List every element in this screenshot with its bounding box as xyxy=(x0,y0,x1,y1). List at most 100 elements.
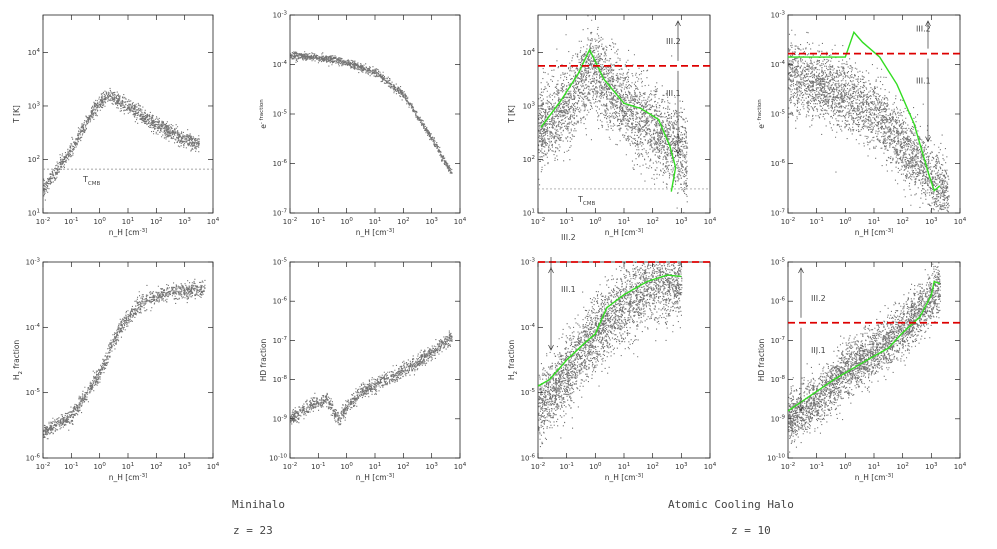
y-tick-label: 10-5 xyxy=(771,258,786,267)
x-tick-label: 101 xyxy=(618,462,630,471)
y-tick-label: 10-10 xyxy=(269,454,287,463)
scatter-points xyxy=(290,51,453,174)
region-label-upper: III.2 xyxy=(666,37,681,46)
scatter-points xyxy=(538,15,689,213)
x-tick-label: 10-1 xyxy=(311,462,325,471)
x-tick-label: 102 xyxy=(397,462,409,471)
x-tick-label: 103 xyxy=(675,462,688,471)
region-label-lower: III.1 xyxy=(561,285,576,294)
x-tick-label: 100 xyxy=(589,462,602,471)
x-axis-label: n_H [cm-3] xyxy=(109,228,148,237)
x-tick-label: 10-1 xyxy=(559,217,573,226)
y-tick-label: 10-10 xyxy=(767,454,785,463)
axes-frame xyxy=(42,261,214,459)
y-tick-label: 10-3 xyxy=(273,11,288,20)
mean-profile-line xyxy=(540,48,677,192)
x-axis-label: n_H [cm-3] xyxy=(109,473,148,482)
panel-ach-temp: 10-2 10-1 100 101 102 103 104 101 102 103 104 n_H [… xyxy=(507,14,717,237)
y-tick-label: 10-5 xyxy=(771,110,786,119)
x-tick-label: 104 xyxy=(704,462,717,471)
x-tick-label: 101 xyxy=(868,217,880,226)
panel-mh-temp: 10-2 10-1 100 101 102 103 104 101 102 103 104 n_H [… xyxy=(12,14,220,237)
x-tick-label: 100 xyxy=(839,217,852,226)
x-tick-label: 10-2 xyxy=(531,217,545,226)
region-label-lower: III.1 xyxy=(811,346,826,355)
y-tick-label: 101 xyxy=(28,209,40,218)
y-axis-label: HD fraction xyxy=(757,338,766,381)
cmb-label: TCMB xyxy=(82,175,100,187)
y-tick-label: 10-6 xyxy=(771,297,786,306)
x-tick-label: 10-2 xyxy=(781,217,795,226)
caption-atomic-cooling-title: Atomic Cooling Halo xyxy=(668,498,794,511)
y-tick-label: 10-4 xyxy=(273,60,288,69)
x-axis-label: n_H [cm-3] xyxy=(605,473,644,482)
x-tick-label: 100 xyxy=(340,217,353,226)
y-tick-label: 10-8 xyxy=(273,375,288,384)
y-tick-label: 10-6 xyxy=(771,159,786,168)
y-tick-label: 10-7 xyxy=(771,336,786,345)
region-label-upper: III.2 xyxy=(916,25,931,34)
x-tick-label: 104 xyxy=(454,217,467,226)
x-tick-label: 10-2 xyxy=(781,462,795,471)
x-axis-label: n_H [cm-3] xyxy=(356,228,395,237)
scatter-points xyxy=(788,29,950,213)
x-tick-label: 101 xyxy=(868,462,880,471)
x-tick-label: 101 xyxy=(122,217,134,226)
scatter-points xyxy=(788,262,941,453)
y-tick-label: 10-5 xyxy=(521,388,536,397)
y-tick-label: 10-8 xyxy=(771,375,786,384)
y-tick-label: 10-3 xyxy=(26,258,41,267)
scatter-points xyxy=(43,87,200,201)
panel-mh-e: 10-2 10-1 100 101 102 103 104 10-7 10-6 10-5 10-4 1… xyxy=(259,11,467,238)
x-tick-label: 103 xyxy=(425,217,438,226)
x-tick-label: 10-1 xyxy=(64,462,78,471)
y-tick-label: 104 xyxy=(28,48,41,57)
axes-frame xyxy=(289,14,461,214)
y-axis-label: H2 fraction xyxy=(12,340,24,381)
x-tick-label: 104 xyxy=(954,217,967,226)
x-tick-label: 102 xyxy=(646,217,658,226)
x-tick-label: 100 xyxy=(93,217,106,226)
x-tick-label: 101 xyxy=(369,217,381,226)
x-tick-label: 104 xyxy=(704,217,717,226)
x-tick-label: 100 xyxy=(93,462,106,471)
y-tick-label: 10-3 xyxy=(521,258,536,267)
x-tick-label: 102 xyxy=(896,217,908,226)
x-tick-label: 102 xyxy=(896,462,908,471)
x-tick-label: 10-2 xyxy=(283,462,297,471)
x-tick-label: 103 xyxy=(178,462,191,471)
y-tick-label: 10-4 xyxy=(26,323,41,332)
x-tick-label: 104 xyxy=(454,462,467,471)
y-tick-label: 101 xyxy=(523,209,535,218)
y-tick-label: 10-5 xyxy=(273,258,288,267)
x-tick-label: 100 xyxy=(839,462,852,471)
panel-mh-hd: 10-2 10-1 100 101 102 103 104 10-10 10-9 10-8 10-7… xyxy=(259,258,467,483)
y-tick-label: 103 xyxy=(28,101,41,110)
x-tick-label: 103 xyxy=(925,217,938,226)
y-tick-label: 10-5 xyxy=(273,110,288,119)
region-label-upper: III.2 xyxy=(561,233,576,242)
x-tick-label: 102 xyxy=(397,217,409,226)
x-tick-label: 103 xyxy=(675,217,688,226)
panel-mh-h2: 10-2 10-1 100 101 102 103 104 10-6 10-5 10-4 10-3 n… xyxy=(12,258,220,483)
panel-ach-h2: 10-2 10-1 100 101 102 103 104 10-6 10-5 10-4 10-3 n… xyxy=(507,233,717,482)
y-tick-label: 10-7 xyxy=(771,209,786,218)
y-tick-label: 10-4 xyxy=(521,323,536,332)
x-tick-label: 101 xyxy=(122,462,134,471)
y-tick-label: 10-9 xyxy=(771,414,786,423)
region-label-lower: III.1 xyxy=(666,89,681,98)
x-tick-label: 103 xyxy=(425,462,438,471)
y-axis-label: e- fraction xyxy=(259,99,268,129)
y-axis-label: HD fraction xyxy=(259,338,268,381)
caption-minihalo-redshift: z = 23 xyxy=(233,524,273,537)
x-tick-label: 101 xyxy=(369,462,381,471)
scatter-points xyxy=(538,262,683,448)
y-tick-label: 10-5 xyxy=(26,388,41,397)
x-tick-label: 104 xyxy=(207,217,220,226)
y-tick-label: 10-9 xyxy=(273,414,288,423)
x-tick-label: 104 xyxy=(207,462,220,471)
x-tick-label: 100 xyxy=(340,462,353,471)
y-tick-label: 104 xyxy=(523,48,536,57)
caption-minihalo-title: Minihalo xyxy=(232,498,285,511)
